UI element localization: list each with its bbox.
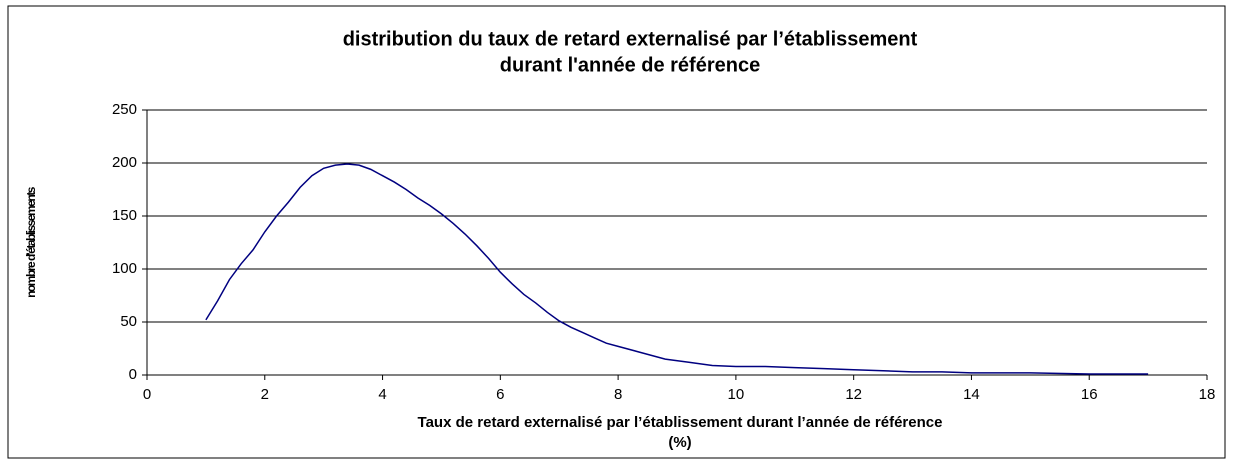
x-tick-label: 14	[963, 386, 980, 403]
chart-frame	[7, 5, 1226, 459]
x-tick-label: 8	[614, 386, 622, 403]
y-axis-label: nombre d'établissements	[24, 186, 38, 298]
x-tick-label: 0	[143, 386, 151, 403]
chart-title: distribution du taux de retard externali…	[343, 28, 918, 50]
y-tick-label: 150	[112, 207, 137, 224]
y-tick-label: 250	[112, 101, 137, 118]
x-tick-label: 16	[1081, 386, 1098, 403]
x-tick-label: 18	[1199, 386, 1216, 403]
x-tick-label: 12	[845, 386, 862, 403]
x-tick-label: 6	[496, 386, 504, 403]
x-tick-label: 2	[261, 386, 269, 403]
y-tick-label: 50	[120, 313, 137, 330]
y-tick-label: 100	[112, 260, 137, 277]
line-series	[205, 163, 1149, 375]
chart-title: durant l'année de référence	[500, 54, 760, 76]
y-tick-label: 200	[112, 154, 137, 171]
x-tick-label: 10	[728, 386, 745, 403]
x-tick-label: 4	[378, 386, 386, 403]
x-axis-label: Taux de retard externalisé par l’établis…	[418, 414, 943, 431]
y-tick-label: 0	[129, 366, 137, 383]
x-axis-label: (%)	[668, 434, 691, 451]
